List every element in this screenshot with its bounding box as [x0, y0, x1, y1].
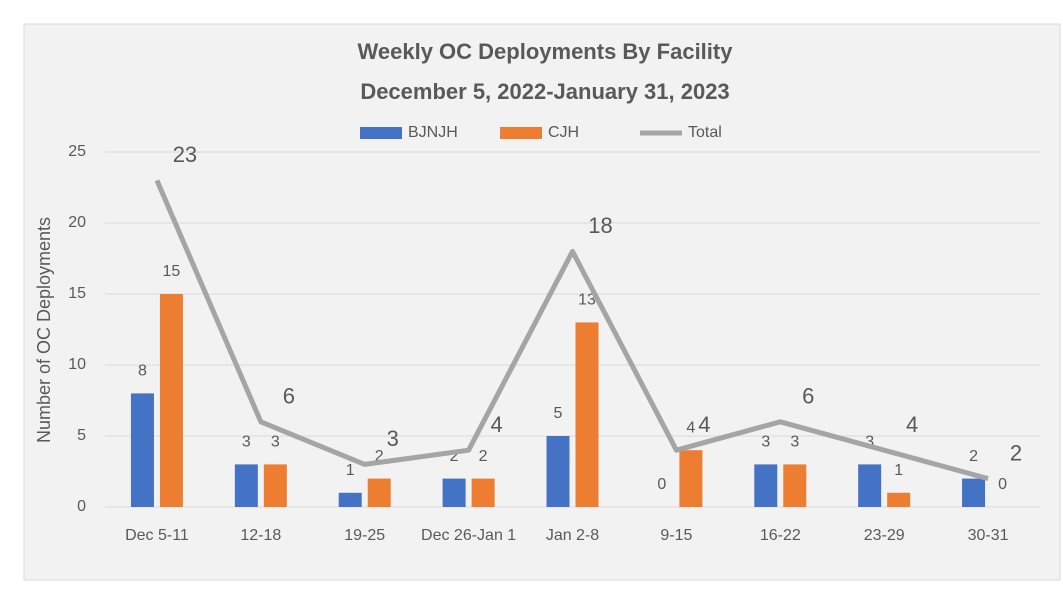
legend-label: BJNJH	[408, 124, 458, 141]
bar	[679, 450, 703, 507]
chart-area	[23, 23, 1061, 581]
bar-value-label: 1	[346, 462, 355, 479]
bar	[159, 294, 183, 507]
y-axis-label: Number of OC Deployments	[34, 217, 54, 443]
bar	[858, 464, 882, 507]
x-tick-label: 12-18	[240, 527, 281, 544]
bar	[546, 436, 570, 507]
line-value-label: 23	[173, 142, 197, 167]
chart-title: Weekly OC Deployments By Facility	[358, 39, 734, 64]
x-tick-label: 9-15	[660, 527, 692, 544]
y-tick-label: 0	[77, 498, 86, 515]
bar	[338, 492, 362, 507]
line-value-label: 4	[698, 412, 710, 437]
line-value-label: 4	[906, 412, 918, 437]
legend-swatch	[360, 127, 402, 139]
bar-value-label: 3	[761, 434, 770, 451]
y-tick-label: 5	[77, 427, 86, 444]
bar-value-label: 3	[271, 434, 280, 451]
bar-value-label: 1	[894, 462, 903, 479]
chart-subtitle: December 5, 2022-January 31, 2023	[360, 79, 729, 104]
bar-value-label: 3	[865, 434, 874, 451]
bar-value-label: 4	[686, 419, 695, 436]
x-tick-label: 19-25	[344, 527, 385, 544]
bar-value-label: 8	[138, 363, 147, 380]
bar-value-label: 3	[242, 434, 251, 451]
bar	[783, 464, 807, 507]
x-tick-label: 23-29	[864, 527, 905, 544]
bar-value-label: 5	[554, 405, 563, 422]
x-tick-label: Jan 2-8	[546, 527, 599, 544]
bar-value-label: 13	[578, 292, 596, 309]
bar-value-label: 0	[657, 476, 666, 493]
bar-value-label: 15	[163, 263, 181, 280]
legend-label: CJH	[548, 124, 579, 141]
bar	[367, 478, 391, 507]
bar-value-label: 2	[479, 448, 488, 465]
line-value-label: 2	[1010, 440, 1022, 465]
total-line	[154, 179, 989, 482]
y-tick-label: 25	[68, 143, 86, 160]
line-value-label: 4	[490, 412, 502, 437]
x-tick-label: 16-22	[760, 527, 801, 544]
bar	[234, 464, 258, 507]
bar	[471, 478, 495, 507]
x-tick-label: Dec 26-Jan 1	[421, 527, 516, 544]
bar	[263, 464, 287, 507]
bar	[130, 393, 154, 507]
line-value-label: 6	[283, 384, 295, 409]
bar	[575, 322, 599, 507]
bar-value-label: 2	[969, 448, 978, 465]
bar-value-label: 2	[375, 448, 384, 465]
y-tick-label: 10	[68, 356, 86, 373]
x-tick-label: 30-31	[968, 527, 1009, 544]
bar	[962, 478, 986, 507]
bar-value-label: 0	[998, 476, 1007, 493]
y-tick-label: 20	[68, 214, 86, 231]
x-tick-label: Dec 5-11	[125, 527, 189, 544]
bar	[754, 464, 778, 507]
y-tick-label: 15	[68, 285, 86, 302]
line-value-label: 18	[588, 213, 612, 238]
line-value-label: 6	[802, 384, 814, 409]
bar-value-label: 2	[450, 448, 459, 465]
line-value-label: 3	[387, 426, 399, 451]
legend-swatch	[500, 127, 542, 139]
bar	[887, 492, 911, 507]
bar-value-label: 3	[790, 434, 799, 451]
bar	[442, 478, 466, 507]
legend-label: Total	[688, 124, 722, 141]
